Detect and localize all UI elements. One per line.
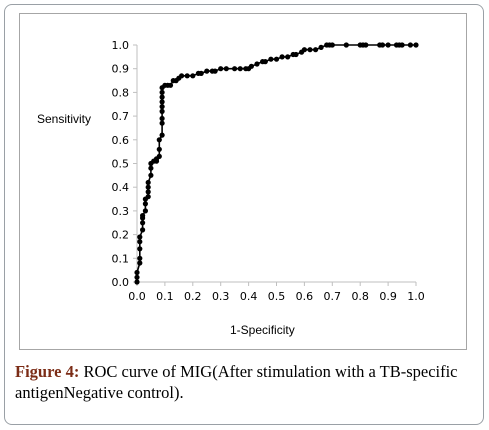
roc-point <box>273 56 280 62</box>
roc-point <box>159 99 165 105</box>
roc-point <box>268 56 274 62</box>
x-tick-label: 0.0 <box>128 290 146 303</box>
roc-point <box>167 82 174 88</box>
roc-point <box>156 137 162 143</box>
roc-point <box>156 146 162 152</box>
roc-point <box>148 172 154 178</box>
figure-frame: 0.0 0.1 0.2 0.3 0.4 0.5 0.6 0.7 0.8 0.9 1.0 0.0 0.1 0… <box>4 4 484 425</box>
roc-point <box>293 51 299 58</box>
roc-point <box>343 42 349 48</box>
roc-point <box>237 66 243 72</box>
roc-point <box>307 47 313 53</box>
roc-point <box>179 73 185 79</box>
roc-point <box>145 189 151 195</box>
roc-point <box>184 73 190 79</box>
roc-point <box>385 42 391 48</box>
roc-point <box>159 132 165 138</box>
roc-point <box>223 66 229 72</box>
x-tick-label: 0.7 <box>324 290 342 303</box>
y-tick-label: 0.9 <box>112 63 130 76</box>
y-tick-label: 0.8 <box>112 86 130 99</box>
roc-point <box>212 68 218 74</box>
roc-point <box>363 42 369 48</box>
roc-point <box>204 68 210 74</box>
roc-point <box>379 42 386 48</box>
y-tick-label: 0.3 <box>112 205 130 218</box>
figure-label: Figure 4: <box>15 362 80 381</box>
roc-point <box>159 89 165 95</box>
roc-point <box>145 194 151 200</box>
roc-point <box>142 201 148 207</box>
roc-point <box>254 61 260 67</box>
y-tick-label: 0.2 <box>112 229 130 242</box>
roc-point <box>159 115 165 122</box>
roc-point <box>137 234 143 240</box>
roc-point <box>159 120 165 126</box>
x-tick-label: 0.3 <box>212 290 230 303</box>
x-tick-label: 0.4 <box>240 290 258 303</box>
caption-text: ROC curve of MIG(After stimulation with … <box>15 362 458 402</box>
roc-point <box>218 66 224 72</box>
roc-point <box>140 220 146 226</box>
roc-point <box>248 63 254 69</box>
roc-point <box>159 104 165 110</box>
roc-point <box>142 208 148 214</box>
roc-point <box>134 269 140 276</box>
roc-point <box>313 47 319 53</box>
roc-point <box>198 70 204 76</box>
x-tick-label: 1.0 <box>407 290 425 303</box>
x-tick-label: 0.6 <box>296 290 314 303</box>
figure-caption: Figure 4: ROC curve of MIG(After stimula… <box>15 361 477 403</box>
roc-point <box>134 274 140 280</box>
roc-point <box>148 165 154 171</box>
x-tick-label: 0.2 <box>184 290 202 303</box>
y-tick-label: 0.5 <box>112 158 130 171</box>
x-tick-label: 0.5 <box>268 290 286 303</box>
x-tick-label: 0.8 <box>351 290 369 303</box>
roc-point <box>137 239 143 245</box>
roc-point <box>285 54 291 60</box>
roc-point <box>318 44 324 51</box>
roc-point <box>301 47 307 53</box>
roc-point <box>137 260 143 266</box>
roc-point <box>159 94 165 100</box>
roc-point <box>140 213 146 219</box>
roc-point <box>140 227 146 233</box>
roc-point <box>134 279 140 285</box>
roc-point <box>232 66 238 72</box>
roc-point <box>137 255 143 261</box>
roc-point <box>399 42 405 48</box>
roc-point <box>159 108 165 114</box>
y-tick-label: 0.0 <box>112 276 130 289</box>
roc-point <box>145 184 151 190</box>
y-tick-label: 0.4 <box>112 181 130 194</box>
roc-chart: 0.0 0.1 0.2 0.3 0.4 0.5 0.6 0.7 0.8 0.9 1.0 0.0 0.1 0… <box>112 39 425 303</box>
roc-point <box>190 73 196 79</box>
roc-point <box>413 42 419 48</box>
roc-point <box>145 179 151 186</box>
roc-point <box>262 59 268 65</box>
y-tick-label: 0.1 <box>112 252 130 265</box>
x-tick-label: 0.9 <box>379 290 397 303</box>
roc-point <box>137 246 143 252</box>
roc-point <box>407 42 413 48</box>
roc-point <box>156 153 162 159</box>
y-axis-label: Sensitivity <box>37 112 92 126</box>
y-tick-label: 0.7 <box>112 110 130 123</box>
roc-point <box>279 54 285 60</box>
y-tick-label: 1.0 <box>112 39 130 52</box>
x-axis-label: 1-Specificity <box>230 323 295 337</box>
roc-point <box>329 42 335 48</box>
y-tick-label: 0.6 <box>112 134 130 147</box>
x-tick-label: 0.1 <box>156 290 174 303</box>
